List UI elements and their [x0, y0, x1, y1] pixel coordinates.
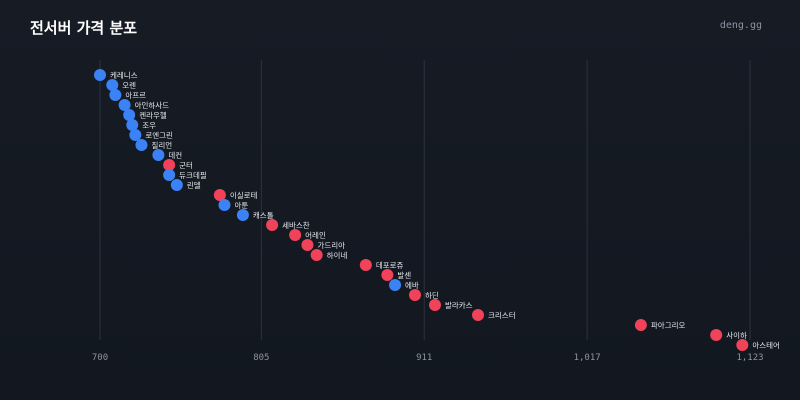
point-marker[interactable]	[736, 339, 749, 351]
data-point[interactable]: 케레니스	[94, 69, 138, 81]
point-marker[interactable]	[266, 219, 279, 231]
point-label: 가드리아	[317, 240, 345, 250]
grid-layer	[99, 60, 751, 340]
point-label: 어레인	[305, 230, 326, 240]
brand-label: deng.gg	[719, 20, 762, 31]
point-label: 아툰	[234, 200, 248, 210]
point-label: 군터	[179, 161, 193, 170]
point-marker[interactable]	[236, 209, 249, 221]
data-point[interactable]: 군터	[163, 159, 193, 171]
point-marker[interactable]	[310, 249, 323, 261]
x-tick-label: 700	[92, 353, 108, 363]
point-marker[interactable]	[359, 259, 372, 271]
point-label: 로엔그린	[145, 130, 173, 140]
point-label: 듀크데필	[179, 170, 207, 180]
point-marker[interactable]	[170, 179, 183, 191]
data-point[interactable]: 아프르	[109, 89, 146, 101]
data-point[interactable]: 듀크데필	[163, 169, 207, 181]
point-marker[interactable]	[710, 329, 723, 341]
point-marker[interactable]	[409, 289, 422, 301]
data-point[interactable]: 데컨	[152, 149, 182, 161]
point-label: 이실로테	[230, 190, 258, 200]
x-axis-ticks: 700 805 911 1,017 1,123	[92, 353, 764, 363]
data-point[interactable]: 하이네	[310, 249, 348, 261]
x-tick-label: 1,123	[736, 353, 763, 363]
x-tick-label: 805	[253, 353, 269, 363]
data-point[interactable]: 오렌	[106, 79, 136, 91]
point-label: 데포로쥬	[376, 261, 404, 270]
point-label: 하이네	[327, 250, 348, 260]
point-label: 캐스톨	[253, 211, 274, 220]
data-point[interactable]: 캐스톨	[236, 209, 274, 221]
data-point[interactable]: 발센	[381, 269, 411, 281]
point-label: 파아그리오	[651, 320, 686, 330]
point-marker[interactable]	[163, 169, 176, 181]
point-label: 켄라우헬	[139, 110, 167, 120]
data-point[interactable]: 어레인	[289, 229, 326, 241]
data-point[interactable]: 에바	[389, 279, 419, 291]
point-marker[interactable]	[94, 69, 106, 81]
point-label: 사이하	[726, 330, 747, 340]
point-marker[interactable]	[135, 139, 148, 151]
point-marker[interactable]	[218, 199, 231, 211]
point-marker[interactable]	[381, 269, 394, 281]
point-label: 아프르	[125, 90, 146, 100]
data-point[interactable]: 질리언	[135, 139, 172, 151]
data-point[interactable]: 가드리아	[301, 239, 345, 251]
point-marker[interactable]	[389, 279, 402, 291]
point-label: 아스테어	[752, 340, 780, 350]
data-point[interactable]: 데포로쥬	[359, 259, 404, 271]
point-marker[interactable]	[289, 229, 302, 241]
point-marker[interactable]	[109, 89, 122, 101]
data-points: 케레니스오렌아프르아인하사드켄라우헬조우로엔그린질리언데컨군터듀크데필린델이실로…	[94, 69, 780, 351]
point-marker[interactable]	[213, 189, 226, 201]
point-label: 케레니스	[110, 71, 138, 80]
point-marker[interactable]	[106, 79, 119, 91]
x-tick-label: 911	[416, 353, 432, 363]
point-label: 조우	[142, 121, 156, 130]
point-marker[interactable]	[129, 129, 142, 141]
point-label: 세바스찬	[282, 220, 310, 230]
data-point[interactable]: 사이하	[710, 329, 747, 341]
point-label: 오렌	[122, 80, 136, 90]
data-point[interactable]: 아툰	[218, 199, 248, 211]
point-label: 질리언	[151, 140, 172, 150]
data-point[interactable]: 켄라우헬	[123, 109, 167, 121]
point-label: 발라카스	[445, 301, 473, 310]
point-label: 에바	[405, 280, 419, 290]
point-label: 린델	[187, 180, 201, 190]
point-marker[interactable]	[123, 109, 136, 121]
data-point[interactable]: 아스테어	[736, 339, 780, 351]
data-point[interactable]: 로엔그린	[129, 129, 173, 141]
point-label: 크리스터	[488, 311, 516, 320]
point-label: 하딘	[425, 290, 439, 300]
data-point[interactable]: 파아그리오	[634, 319, 686, 331]
point-marker[interactable]	[472, 309, 485, 321]
data-point[interactable]: 발라카스	[428, 299, 473, 311]
point-label: 발센	[397, 270, 411, 280]
point-marker[interactable]	[163, 159, 176, 171]
data-point[interactable]: 크리스터	[472, 309, 516, 321]
chart-title: 전서버 가격 분포	[30, 19, 138, 37]
data-point[interactable]: 아인하사드	[118, 99, 170, 111]
data-point[interactable]: 세바스찬	[266, 219, 310, 231]
point-marker[interactable]	[634, 319, 647, 331]
data-point[interactable]: 하딘	[409, 289, 439, 301]
point-label: 데컨	[168, 150, 182, 160]
point-marker[interactable]	[301, 239, 314, 251]
point-marker[interactable]	[118, 99, 131, 111]
data-point[interactable]: 이실로테	[213, 189, 258, 201]
x-tick-label: 1,017	[574, 353, 601, 363]
point-marker[interactable]	[126, 119, 139, 131]
point-label: 아인하사드	[135, 100, 170, 110]
data-point[interactable]: 린델	[170, 179, 201, 191]
point-marker[interactable]	[428, 299, 441, 311]
point-marker[interactable]	[152, 149, 165, 161]
data-point[interactable]: 조우	[126, 119, 156, 131]
